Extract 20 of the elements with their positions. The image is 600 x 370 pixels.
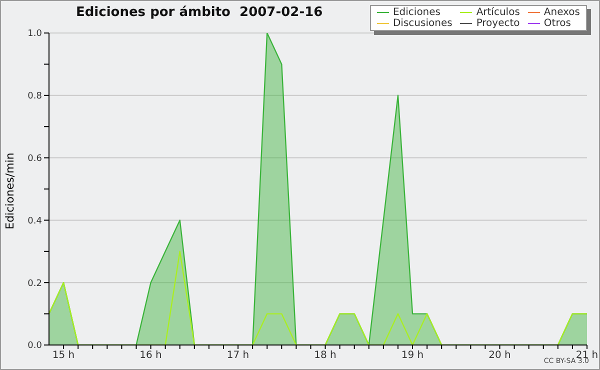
- y-tick-label: 0.2: [28, 278, 42, 289]
- x-tick-label: 20 h: [488, 350, 511, 362]
- legend-label: Discusiones: [392, 18, 452, 29]
- legend-label: Anexos: [544, 7, 580, 18]
- x-tick-label: 19 h: [401, 350, 424, 362]
- y-axis-title: Ediciones/min: [4, 152, 16, 230]
- x-tick-label: 18 h: [314, 350, 336, 362]
- y-tick-label: 0.0: [28, 341, 42, 352]
- x-tick-label: 15 h: [52, 350, 75, 362]
- x-tick-label: 17 h: [226, 350, 250, 362]
- legend-label: Artículos: [476, 7, 520, 18]
- x-tick-label: 16 h: [140, 350, 162, 362]
- y-tick-label: 0.6: [28, 154, 42, 164]
- legend-label: Proyecto: [476, 18, 520, 29]
- legend-label: Otros: [544, 18, 571, 29]
- y-tick-label: 0.8: [28, 92, 42, 102]
- legend-label: Ediciones: [392, 7, 441, 18]
- chart-title: Ediciones por ámbito 2007-02-16: [76, 5, 323, 20]
- y-tick-label: 1.0: [28, 29, 42, 40]
- y-tick-label: 0.4: [28, 216, 42, 226]
